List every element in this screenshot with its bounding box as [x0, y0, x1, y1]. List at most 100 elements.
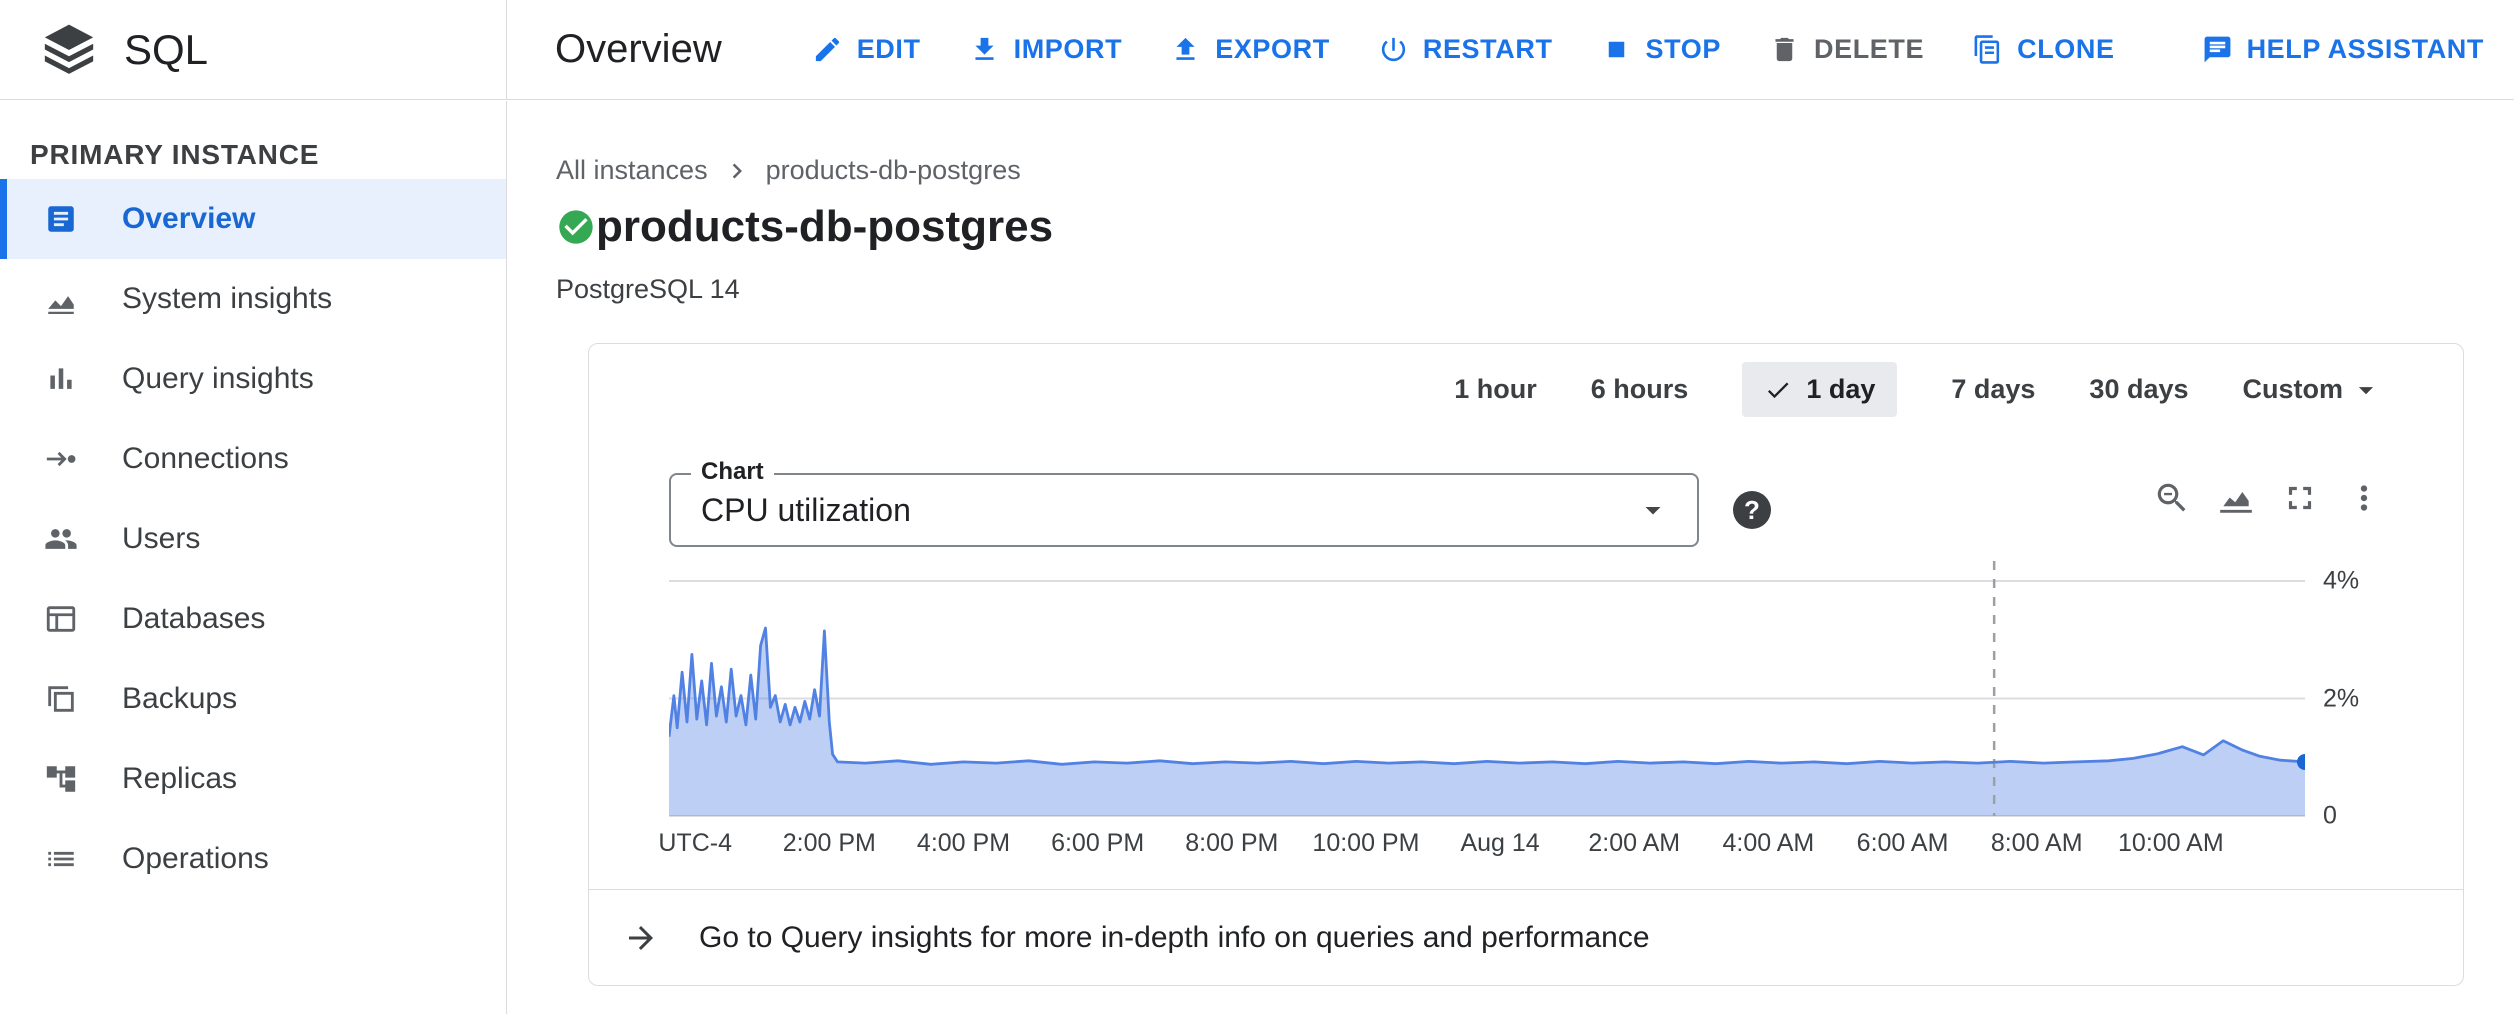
help-assistant-icon: [2202, 34, 2233, 65]
sidebar-item-replicas[interactable]: Replicas: [0, 739, 506, 819]
brand: SQL: [0, 0, 507, 99]
sidebar-item-label: Overview: [122, 202, 256, 235]
databases-icon: [44, 602, 78, 636]
users-icon: [44, 522, 78, 556]
backups-icon: [44, 682, 78, 716]
breadcrumb: All instances products-db-postgres: [556, 155, 2466, 186]
restart-button[interactable]: RESTART: [1378, 34, 1553, 65]
chevron-right-icon: [722, 156, 752, 186]
instance-name: products-db-postgres: [596, 202, 1054, 251]
x-axis-tick-label: 4:00 PM: [916, 829, 1011, 857]
help-assistant-label: HELP ASSISTANT: [2246, 34, 2484, 64]
connections-icon: [44, 442, 78, 476]
sidebar-item-overview[interactable]: Overview: [0, 179, 506, 259]
action-label: EDIT: [856, 34, 921, 64]
query-insights-link[interactable]: Go to Query insights for more in-depth i…: [589, 889, 2463, 985]
delete-icon: [1769, 34, 1800, 65]
help-assistant-button[interactable]: HELP ASSISTANT: [2202, 34, 2484, 65]
time-range-label: 6 hours: [1590, 374, 1689, 404]
time-range-1-hour[interactable]: 1 hour: [1454, 374, 1537, 405]
action-label: IMPORT: [1013, 34, 1123, 64]
x-axis-tick-label: 10:00 AM: [2118, 829, 2224, 857]
time-range-label: 1 day: [1806, 374, 1876, 404]
sidebar-item-system-insights[interactable]: System insights: [0, 259, 506, 339]
time-range-custom[interactable]: Custom: [2243, 373, 2384, 407]
stop-button[interactable]: STOP: [1601, 34, 1721, 65]
clone-button[interactable]: CLONE: [1972, 34, 2115, 65]
chart-select-label: Chart: [691, 458, 774, 486]
breadcrumb-all-instances[interactable]: All instances: [556, 155, 708, 185]
metrics-card: 1 hour 6 hours 1 day 7 days 30 days Custom Ch…: [588, 343, 2464, 986]
chart-area: 4% 2% 0: [669, 561, 2383, 830]
time-range-1-day[interactable]: 1 day: [1742, 362, 1898, 417]
sidebar-item-connections[interactable]: Connections: [0, 419, 506, 499]
x-axis-tick-label: 8:00 PM: [1185, 829, 1279, 857]
query-insights-link-text: Go to Query insights for more in-depth i…: [699, 920, 1650, 954]
export-button[interactable]: EXPORT: [1170, 34, 1330, 65]
x-axis-tick-label: 2:00 PM: [782, 829, 876, 857]
delete-button[interactable]: DELETE: [1769, 34, 1924, 65]
sidebar-item-label: Users: [122, 522, 201, 555]
action-label: RESTART: [1422, 34, 1553, 64]
action-label: DELETE: [1813, 34, 1925, 64]
chart-style-icon[interactable]: [2217, 479, 2255, 517]
sidebar-item-operations[interactable]: Operations: [0, 819, 506, 899]
sidebar-item-label: Query insights: [122, 362, 314, 395]
more-vert-icon[interactable]: [2345, 479, 2383, 517]
sidebar-item-users[interactable]: Users: [0, 499, 506, 579]
operations-icon: [44, 842, 78, 876]
time-range-label: 7 days: [1951, 374, 2036, 404]
x-axis-tick-label: Aug 14: [1460, 829, 1540, 857]
x-axis-tick-label: 6:00 PM: [1051, 829, 1145, 857]
import-icon: [969, 34, 1000, 65]
x-axis-tick-label: 10:00 PM: [1312, 829, 1420, 857]
sidebar-item-label: System insights: [122, 282, 333, 315]
action-label: CLONE: [2017, 34, 2115, 64]
x-axis-tick-label: UTC-4: [658, 829, 732, 857]
breadcrumb-current: products-db-postgres: [765, 155, 1021, 185]
main-content: All instances products-db-postgres produ…: [508, 101, 2514, 1014]
instance-action-toolbar: EDIT IMPORT EXPORT RESTART STOP DELETE CLONE: [812, 34, 2115, 65]
query-insights-icon: [44, 362, 78, 396]
y-axis-tick-label: 4%: [2323, 566, 2360, 595]
instance-title-row: products-db-postgres: [556, 202, 2466, 252]
time-range-7-days[interactable]: 7 days: [1951, 374, 2035, 405]
fullscreen-icon[interactable]: [2281, 479, 2319, 517]
sidebar-section-title: PRIMARY INSTANCE: [30, 139, 320, 170]
time-range-selector: 1 hour 6 hours 1 day 7 days 30 days Custom: [669, 362, 2383, 417]
action-label: EXPORT: [1215, 34, 1330, 64]
cpu-utilization-chart[interactable]: [669, 561, 2305, 817]
chart-y-axis: 4% 2% 0: [2305, 561, 2405, 830]
chart-x-axis: UTC-4 2:00 PM 4:00 PM 6:00 PM 8:00 PM 10:00 P…: [658, 817, 2305, 863]
edit-button[interactable]: EDIT: [812, 34, 921, 65]
sidebar-item-databases[interactable]: Databases: [0, 579, 506, 659]
sidebar-item-backups[interactable]: Backups: [0, 659, 506, 739]
chart-select[interactable]: Chart CPU utilization: [669, 458, 1699, 547]
time-range-6-hours[interactable]: 6 hours: [1591, 374, 1689, 405]
edit-icon: [812, 34, 843, 65]
y-axis-tick-label: 0: [2323, 801, 2337, 830]
x-axis-tick-label: 4:00 AM: [1722, 829, 1815, 857]
system-insights-icon: [44, 282, 78, 316]
time-range-30-days[interactable]: 30 days: [2089, 374, 2188, 405]
topbar-main: Overview EDIT IMPORT EXPORT RESTART STOP DELE…: [507, 0, 2514, 99]
chart-tools: [2153, 479, 2383, 517]
sidebar-item-label: Operations: [122, 842, 269, 875]
export-icon: [1170, 34, 1201, 65]
sidebar-item-label: Databases: [122, 602, 266, 635]
sidebar-item-label: Replicas: [122, 762, 238, 795]
time-range-label: 1 hour: [1454, 374, 1537, 404]
import-button[interactable]: IMPORT: [969, 34, 1123, 65]
sidebar-item-query-insights[interactable]: Query insights: [0, 339, 506, 419]
replicas-icon: [44, 762, 78, 796]
time-range-label: Custom: [2242, 374, 2344, 404]
chart-select-value: CPU utilization: [701, 491, 911, 528]
sidebar: PRIMARY INSTANCE Overview System insights…: [0, 101, 507, 1014]
sidebar-item-label: Backups: [122, 682, 238, 715]
chart-controls-row: Chart CPU utilization ?: [669, 458, 2383, 547]
chart-help-icon[interactable]: ?: [1733, 491, 1771, 529]
reset-zoom-icon[interactable]: [2153, 479, 2191, 517]
x-axis-tick-label: 2:00 AM: [1588, 829, 1681, 857]
product-name: SQL: [124, 25, 209, 73]
cloud-sql-logo-icon: [40, 21, 98, 79]
